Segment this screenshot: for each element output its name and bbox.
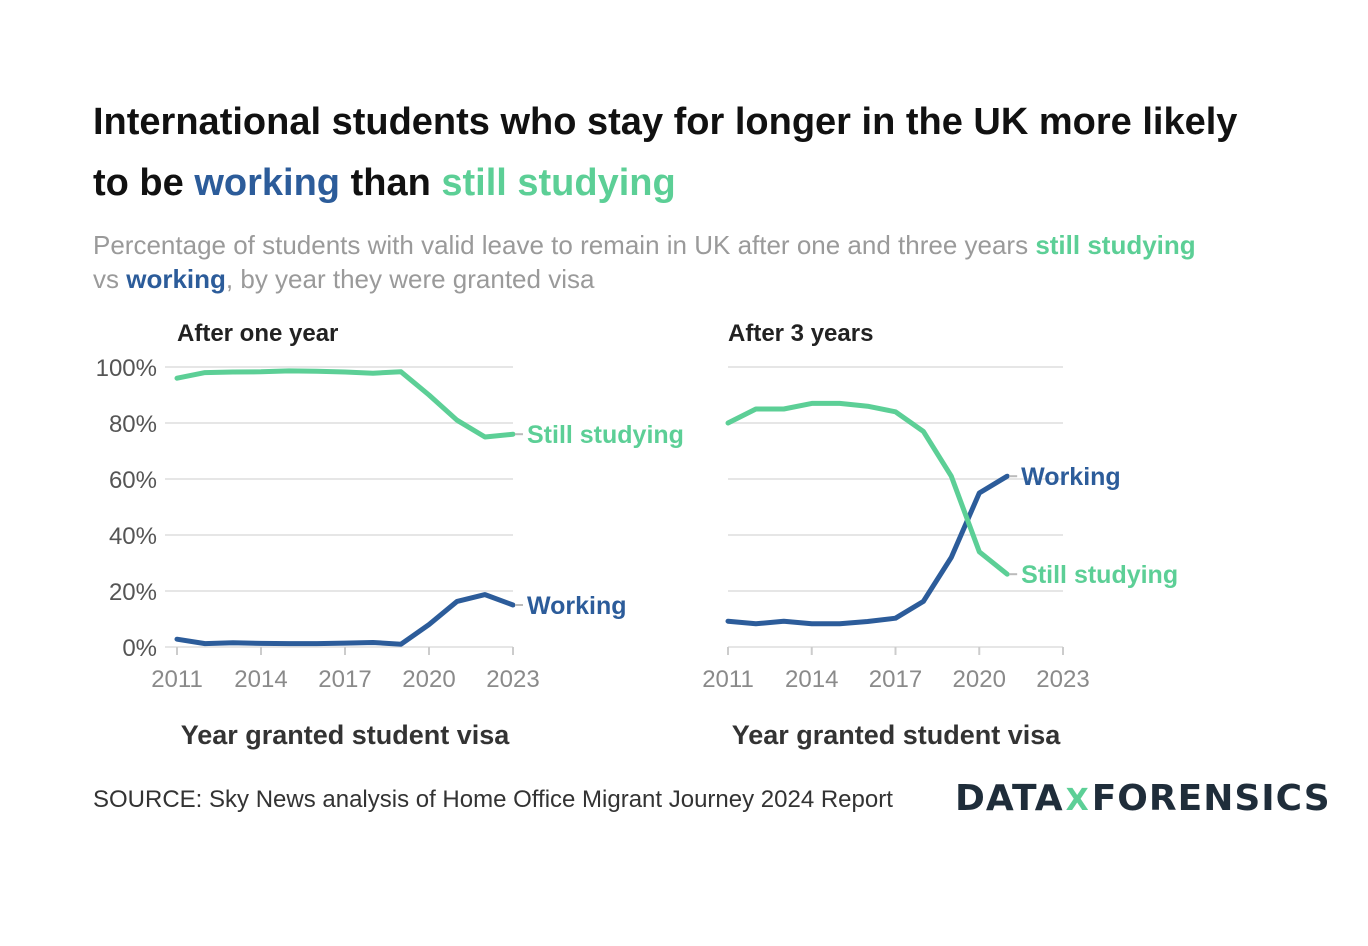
subtitle-part1: Percentage of students with valid leave … [93,230,1036,260]
panel-2-series-line-working [725,473,1010,627]
panel-1-ytick-label-80: 80% [109,411,157,438]
panel-1-xtick-label-2023: 2023 [486,666,539,693]
title-line1: International students who stay for long… [93,101,1238,143]
panel-2-xaxis-label: Year granted student visa [732,720,1062,750]
panel-2-title: After 3 years [728,320,873,347]
panel-2-series-label-still-studying: Still studying [1021,561,1178,589]
panel-1-series-label-still-studying: Still studying [527,421,684,449]
panel-2-series-label-working: Working [1021,463,1121,491]
title-still-studying: still studying [441,162,676,204]
subtitle-vs: vs [93,264,127,294]
panel-2-xtick-label-2017: 2017 [869,666,922,693]
panel-1-title: After one year [177,320,338,347]
panel-2-xtick-label-2023: 2023 [1036,666,1089,693]
panel-2-series-line-still-studying [725,400,1010,577]
panel-1-series-line-still-studying [174,368,516,440]
panel-1-series-label-working: Working [527,592,627,620]
data-forensics-logo: DATAXFORENSICS [955,778,1331,819]
panel-1-xaxis-label: Year granted student visa [181,720,511,750]
panel-2-xtick-label-2011: 2011 [702,666,754,693]
panel-1-xtick-label-2014: 2014 [234,666,287,693]
panel-1-ytick-label-60: 60% [109,467,157,494]
panel-1-xtick-label-2020: 2020 [402,666,455,693]
chart-title: International students who stay for long… [93,92,1273,214]
title-middle: than [340,162,442,204]
panel-2-xtick-label-2020: 2020 [953,666,1006,693]
panel-1-ytick-label-0: 0% [122,635,157,662]
title-working: working [194,162,341,204]
logo-data: DATA [955,778,1064,819]
panel-2-xtick-label-2014: 2014 [785,666,838,693]
subtitle-working: working [126,264,226,294]
panel-1-ytick-label-20: 20% [109,579,157,606]
panel-1-ytick-label-40: 40% [109,523,157,550]
logo-x-mark: X [1065,783,1090,818]
subtitle-still-studying: still studying [1035,230,1196,260]
title-prefix: to be [93,162,195,204]
subtitle-part2: , by year they were granted visa [225,264,595,294]
logo-forensics: FORENSICS [1091,778,1331,819]
source-note: SOURCE: Sky News analysis of Home Office… [93,786,893,813]
panel-1-series-line-working [174,592,516,647]
panel-1-xtick-label-2011: 2011 [151,666,203,693]
chart-subtitle: Percentage of students with valid leave … [93,228,1213,296]
panel-1-ytick-label-100: 100% [96,355,157,382]
panel-1-xtick-label-2017: 2017 [318,666,371,693]
